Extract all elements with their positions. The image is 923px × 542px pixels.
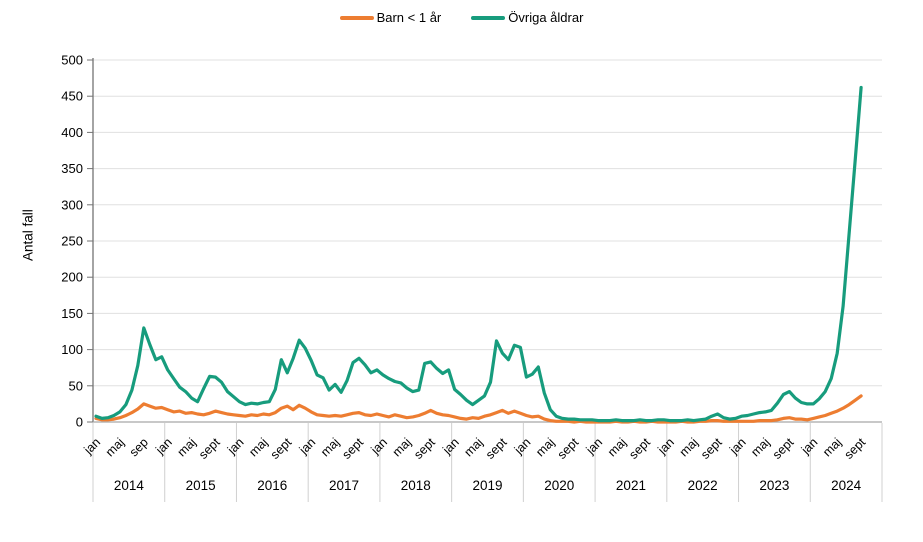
x-year-label: 2016 (257, 478, 287, 493)
x-year-label: 2015 (186, 478, 216, 493)
x-year-label: 2017 (329, 478, 359, 493)
x-month-label: sept (411, 435, 438, 462)
legend-label-barn: Barn < 1 år (376, 10, 442, 25)
y-tick-label: 300 (61, 197, 83, 212)
x-year-labels: 2014 2015 2016 2017 2018 2019 2020 2021 2022 2023… (114, 478, 862, 493)
y-axis-title: Antal fall (20, 209, 36, 261)
series-line-barn-under-1-ar (94, 394, 863, 424)
x-month-label: sept (483, 435, 510, 462)
x-year-label: 2023 (759, 478, 789, 493)
x-month-label: maj (390, 435, 414, 459)
x-month-label: maj (175, 435, 199, 459)
x-month-label: sept (555, 435, 582, 462)
x-month-label: maj (748, 435, 772, 459)
x-month-label: jan (296, 435, 318, 457)
x-month-label: sept (770, 435, 797, 462)
y-tick-label: 100 (61, 342, 83, 357)
legend-label-ovriga: Övriga åldrar (508, 10, 584, 25)
x-month-label: jan (798, 435, 820, 457)
y-tick-label: 350 (61, 161, 83, 176)
y-tick-label: 500 (61, 53, 83, 68)
x-month-label: jan (152, 435, 174, 457)
x-month-label: sept (196, 435, 223, 462)
x-year-label: 2022 (688, 478, 718, 493)
legend-item-barn: Barn < 1 år (339, 10, 442, 25)
x-month-label: sept (339, 435, 366, 462)
legend-swatch-ovriga (471, 15, 506, 20)
x-month-label: maj (533, 435, 557, 459)
x-month-label: maj (318, 435, 342, 459)
x-month-label: maj (820, 435, 844, 459)
x-month-label: maj (246, 435, 270, 459)
y-axis-ticks: 0 50 100 150 200 250 300 350 400 450 500 (61, 53, 93, 430)
x-month-label: jan (81, 435, 103, 457)
x-month-label: maj (462, 435, 486, 459)
x-month-label: sept (842, 435, 869, 462)
y-tick-label: 250 (61, 234, 83, 249)
x-month-label: sep (127, 435, 151, 459)
x-year-label: 2014 (114, 478, 145, 493)
y-tick-label: 400 (61, 125, 83, 140)
x-month-label: jan (368, 435, 390, 457)
x-month-label: maj (605, 435, 629, 459)
legend-swatch-barn (339, 15, 374, 20)
year-separators (92, 423, 883, 502)
x-year-label: 2019 (472, 478, 502, 493)
x-month-label: maj (677, 435, 701, 459)
series-line-ovriga-aldrar (94, 85, 863, 423)
x-month-label: sept (268, 435, 295, 462)
y-tick-label: 0 (76, 415, 83, 430)
y-tick-label: 150 (61, 306, 83, 321)
legend-item-ovriga: Övriga åldrar (471, 10, 583, 25)
x-month-label: sept (626, 435, 653, 462)
x-month-label: jan (224, 435, 246, 457)
y-tick-label: 450 (61, 89, 83, 104)
x-year-label: 2020 (544, 478, 574, 493)
x-month-label: jan (583, 435, 605, 457)
x-month-label: maj (103, 435, 127, 459)
x-year-label: 2018 (401, 478, 431, 493)
x-year-label: 2021 (616, 478, 646, 493)
gridlines (93, 59, 882, 387)
y-tick-label: 200 (61, 270, 83, 285)
x-month-label: jan (439, 435, 461, 457)
y-tick-label: 50 (69, 378, 83, 393)
x-month-label: jan (655, 435, 677, 457)
x-month-label: sept (698, 435, 725, 462)
x-month-label: jan (726, 435, 748, 457)
x-month-label: jan (511, 435, 533, 457)
x-year-label: 2024 (831, 478, 862, 493)
chart-legend: Barn < 1 år Övriga åldrar (0, 10, 923, 25)
